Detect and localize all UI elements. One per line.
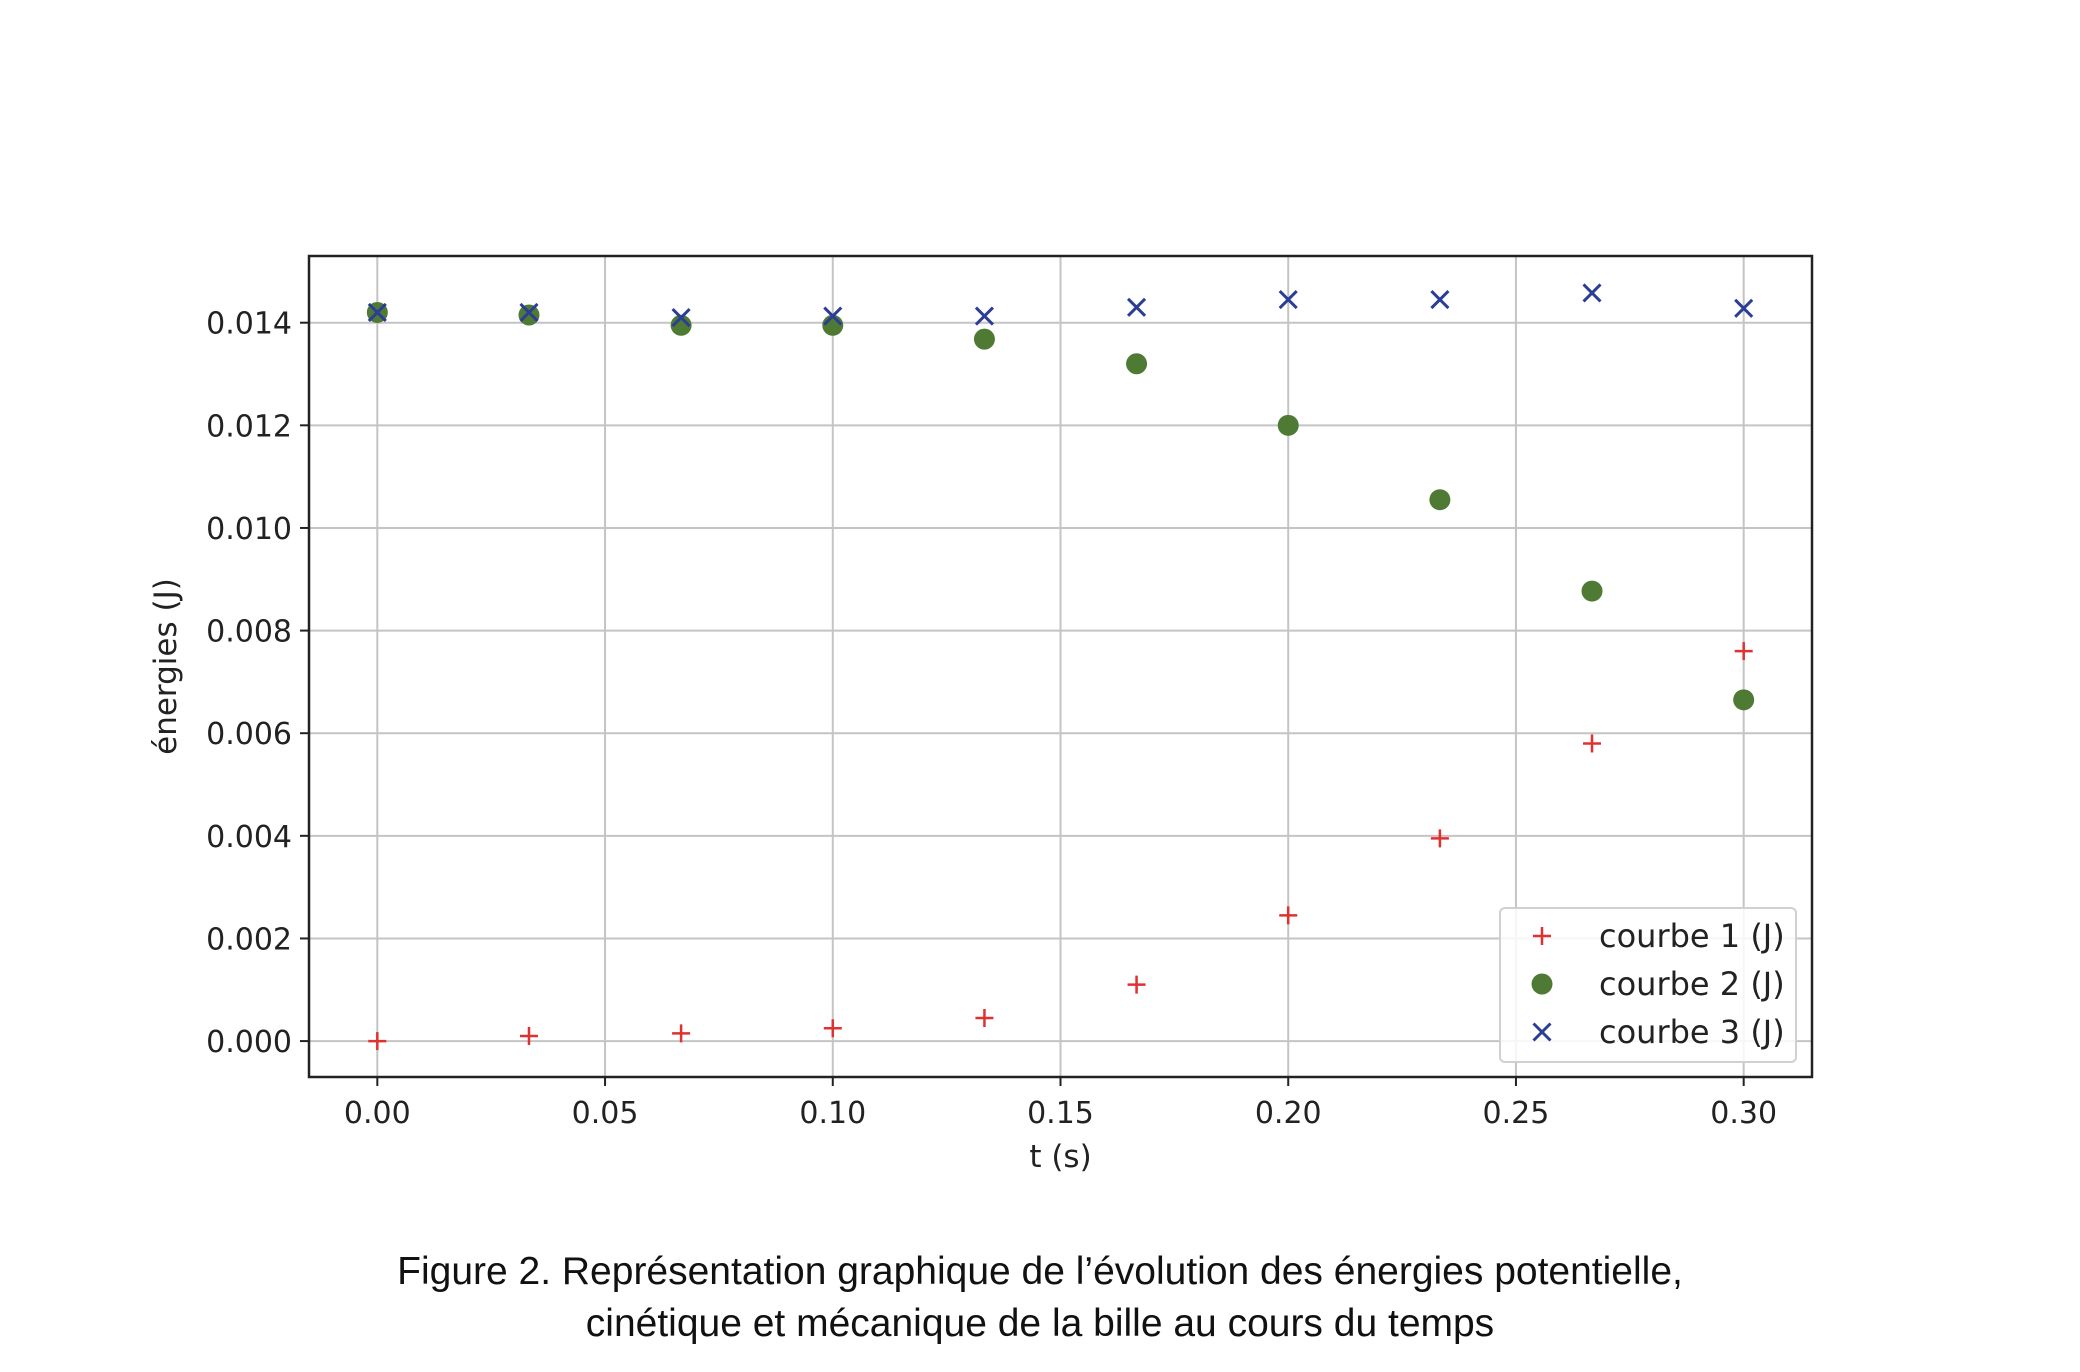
y-tick-label: 0.010 — [206, 512, 292, 547]
data-point-series-1 — [1430, 829, 1449, 848]
legend-label: courbe 3 (J) — [1599, 1013, 1785, 1051]
data-point-series-2 — [1733, 689, 1755, 711]
x-tick-label: 0.15 — [1027, 1096, 1094, 1131]
caption-line-1: Figure 2. Représentation graphique de l’… — [397, 1250, 1683, 1293]
data-point-series-3 — [1278, 290, 1298, 310]
data-point-series-1 — [519, 1026, 538, 1045]
data-point-series-2 — [1126, 353, 1148, 375]
data-point-series-1 — [1127, 975, 1146, 994]
data-point-series-2 — [1581, 580, 1603, 602]
legend-marker — [1532, 1022, 1552, 1042]
data-point-series-2 — [973, 328, 995, 350]
y-tick-label: 0.000 — [206, 1025, 292, 1060]
legend-item-3: courbe 3 (J) — [1532, 1013, 1785, 1051]
y-tick-label: 0.014 — [206, 307, 292, 342]
data-point-series-1 — [975, 1008, 994, 1027]
series-3 — [367, 283, 1754, 328]
data-point-series-2 — [1429, 489, 1451, 511]
data-point-series-2 — [518, 304, 540, 326]
y-tick-label: 0.012 — [206, 409, 292, 444]
data-point-series-1 — [368, 1032, 387, 1051]
data-point-series-2 — [670, 314, 692, 336]
x-tick-label: 0.10 — [799, 1096, 866, 1131]
data-point-series-3 — [1582, 283, 1602, 303]
x-tick-label: 0.25 — [1483, 1096, 1550, 1131]
series-1 — [368, 642, 1753, 1051]
data-point-series-3 — [671, 308, 691, 328]
data-point-series-3 — [823, 306, 843, 326]
data-point-series-1 — [1583, 734, 1602, 753]
data-point-series-3 — [519, 302, 539, 323]
legend-box — [1499, 907, 1797, 1063]
legend-marker — [1533, 927, 1551, 945]
data-point-series-3 — [367, 302, 387, 323]
y-axis-label: énergies (J) — [148, 578, 184, 755]
legend: courbe 1 (J) courbe 2 (J) courbe 3 (J) — [1499, 907, 1797, 1063]
legend-label: courbe 2 (J) — [1599, 965, 1785, 1003]
data-point-series-3 — [974, 306, 994, 326]
x-axis-ticks: 0.00 0.05 0.10 0.15 0.20 0.25 0.30 — [344, 1077, 1777, 1131]
x-tick-label: 0.20 — [1255, 1096, 1322, 1131]
y-axis-ticks: 0.000 0.002 0.004 0.006 0.008 0.010 0.012 0.014 — [206, 307, 309, 1060]
data-points — [366, 283, 1755, 1051]
data-point-series-1 — [1279, 906, 1298, 925]
data-point-series-2 — [1277, 414, 1299, 436]
caption-line-2: cinétique et mécanique de la bille au co… — [585, 1302, 1495, 1345]
x-tick-label: 0.00 — [344, 1096, 411, 1131]
chart: 0.00 0.05 0.10 0.15 0.20 0.25 0.30 0.0000.0020… — [148, 254, 1814, 1175]
data-point-series-3 — [1734, 298, 1754, 318]
legend-label: courbe 1 (J) — [1599, 917, 1785, 955]
figure-caption: Figure 2. Représentation graphique de l’… — [0, 1246, 2080, 1350]
x-tick-label: 0.30 — [1710, 1096, 1777, 1131]
x-axis-label: t (s) — [1029, 1139, 1091, 1175]
y-tick-label: 0.006 — [206, 717, 292, 752]
y-tick-label: 0.004 — [206, 820, 292, 855]
legend-marker — [1531, 973, 1553, 995]
legend-item-1: courbe 1 (J) — [1533, 917, 1785, 955]
data-point-series-1 — [1734, 642, 1753, 661]
legend-item-2: courbe 2 (J) — [1531, 965, 1785, 1003]
data-point-series-1 — [823, 1019, 842, 1038]
plot-frame — [307, 254, 1814, 1079]
data-point-series-1 — [672, 1024, 691, 1043]
data-point-series-3 — [1430, 290, 1450, 310]
x-tick-label: 0.05 — [572, 1096, 639, 1131]
y-tick-label: 0.002 — [206, 922, 292, 957]
data-point-series-3 — [1127, 297, 1147, 317]
y-tick-label: 0.008 — [206, 615, 292, 650]
grid — [309, 256, 1812, 1077]
